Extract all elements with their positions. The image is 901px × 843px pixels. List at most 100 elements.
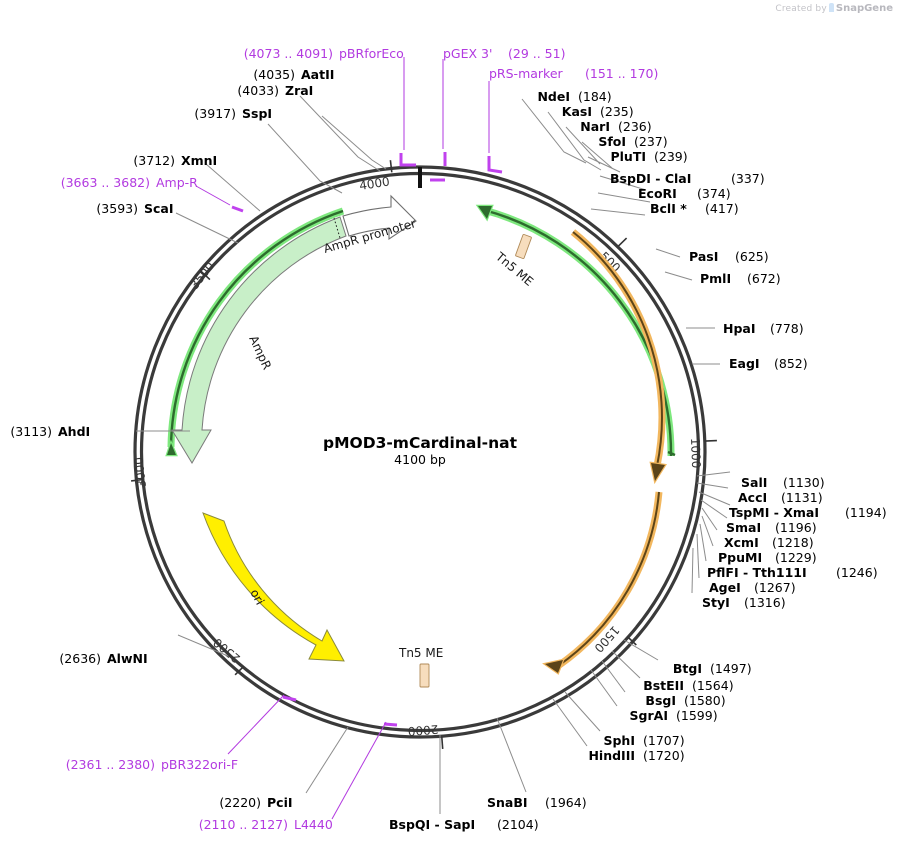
enzyme-label-ahdi: AhdI (58, 424, 90, 439)
enzyme-labels-bottom: (2220) PciI BspQI - SapI (2104) SnaBI (1… (219, 795, 586, 832)
enzyme-label-bspdi-clai: BspDI - ClaI (610, 171, 691, 186)
enzyme-labels-right: BspDI - ClaI (337) EcoRI (374) BclI * (4… (610, 171, 887, 610)
enzyme-labels-top-left: (4035) AatII (4033) ZraI (3917) SspI (37… (96, 67, 334, 216)
primer-label-pgex3: pGEX 3' (443, 46, 492, 61)
enzyme-label-pflfi-tth111i: PflFI - Tth111I (707, 565, 807, 580)
feature-tn5-me-lower: Tn5 ME (398, 646, 443, 688)
enzyme-pos-nari: (236) (618, 119, 652, 134)
enzyme-pos-sfoi: (237) (634, 134, 668, 149)
credit-brand: SnapGene (835, 3, 893, 14)
enzyme-label-sfoi: SfoI (598, 134, 626, 149)
enzyme-labels-bottom-right: BtgI (1497) BstEII (1564) BsgI (1580) Sg… (588, 661, 751, 763)
enzyme-label-bcli: BclI * (650, 201, 687, 216)
primer-label-pbrforeco: pBRforEco (339, 46, 404, 61)
enzyme-pos-pcii: (2220) (219, 795, 261, 810)
primer-label-prs-marker: pRS-marker (489, 66, 564, 81)
enzyme-label-ecori: EcoRI (638, 186, 677, 201)
feature-ampr: AmpR (165, 207, 347, 464)
feature-orange-arc-upper (570, 229, 667, 485)
enzyme-pos-pmli: (672) (747, 271, 781, 286)
feature-label-ori: ori (247, 587, 267, 607)
enzyme-label-xcmi: XcmI (724, 535, 759, 550)
enzyme-label-alwni: AlwNI (107, 651, 148, 666)
enzyme-label-hindiii: HindIII (588, 748, 635, 763)
enzyme-label-ndei: NdeI (537, 89, 570, 104)
enzyme-pos-acci: (1131) (781, 490, 823, 505)
primer-label-pbr322ori-f: pBR322ori-F (161, 757, 238, 772)
enzyme-pos-bcli: (417) (705, 201, 739, 216)
tick-label-1000: 1000 (688, 438, 703, 469)
enzyme-pos-smai: (1196) (775, 520, 817, 535)
enzyme-pos-kasi: (235) (600, 104, 634, 119)
primer-label-l4440: L4440 (294, 817, 333, 832)
feature-label-tn5-me-lower: Tn5 ME (398, 646, 443, 660)
feature-green-arc-right (475, 204, 676, 457)
enzyme-label-zrai: ZraI (285, 83, 313, 98)
enzyme-label-sgrai: SgrAI (630, 708, 668, 723)
enzyme-label-eagi: EagI (729, 356, 760, 371)
enzyme-label-bspqi-sapi: BspQI - SapI (389, 817, 475, 832)
enzyme-label-sspi: SspI (242, 106, 272, 121)
enzyme-label-agei: AgeI (709, 580, 741, 595)
primer-backbone-marks (231, 152, 503, 727)
enzyme-pos-snabi: (1964) (545, 795, 587, 810)
enzyme-label-smai: SmaI (726, 520, 761, 535)
enzyme-pos-btgi: (1497) (710, 661, 752, 676)
enzyme-label-aatii: AatII (301, 67, 334, 82)
enzyme-label-sphi: SphI (603, 733, 635, 748)
enzyme-pos-sphi: (1707) (643, 733, 685, 748)
leader-lines (136, 57, 731, 820)
enzyme-label-tspmi-xmai: TspMI - XmaI (729, 505, 819, 520)
enzyme-label-styi: StyI (702, 595, 730, 610)
enzyme-pos-xcmi: (1218) (772, 535, 814, 550)
enzyme-label-bsgi: BsgI (645, 693, 676, 708)
tick-label-4000: 4000 (358, 174, 390, 193)
feature-label-tn5-me-upper: Tn5 ME (492, 249, 536, 289)
feature-tn5-me-upper: Tn5 ME (492, 233, 536, 289)
enzyme-label-acci: AccI (738, 490, 767, 505)
enzyme-pos-scai: (3593) (96, 201, 138, 216)
feature-orange-arc-lower (542, 491, 663, 675)
feature-label-ampr: AmpR (246, 333, 274, 371)
enzyme-pos-hindiii: (1720) (643, 748, 685, 763)
enzyme-pos-ndei: (184) (578, 89, 612, 104)
enzyme-label-bstеii: BstEII (643, 678, 684, 693)
enzyme-pos-sali: (1130) (783, 475, 825, 490)
enzyme-label-hpai: HpaI (723, 321, 756, 336)
primer-range-pgex3: (29 .. 51) (508, 46, 565, 61)
primer-range-l4440: (2110 .. 2127) (199, 817, 288, 832)
snapgene-logo-icon (828, 3, 834, 12)
enzyme-pos-tspmi-xmai: (1194) (845, 505, 887, 520)
enzyme-label-sali: SalI (741, 475, 767, 490)
primer-label-amp-r: Amp-R (156, 175, 198, 190)
enzyme-pos-bspdi-clai: (337) (731, 171, 765, 186)
enzyme-label-pluti: PluTI (610, 149, 646, 164)
enzyme-pos-bsgi: (1580) (684, 693, 726, 708)
enzyme-label-btgi: BtgI (673, 661, 702, 676)
primer-range-pbrforeco: (4073 .. 4091) (244, 46, 333, 61)
enzyme-pos-pluti: (239) (654, 149, 688, 164)
tick-label-3000: 3000 (132, 456, 149, 488)
plasmid-size-label: 4100 bp (394, 452, 446, 467)
primer-range-amp-r: (3663 .. 3682) (61, 175, 150, 190)
enzyme-pos-styi: (1316) (744, 595, 786, 610)
plasmid-title-block: pMOD3-mCardinal-nat 4100 bp (323, 434, 518, 467)
primer-range-prs-marker: (151 .. 170) (585, 66, 658, 81)
enzyme-label-pmli: PmlI (700, 271, 731, 286)
enzyme-pos-xmni: (3712) (133, 153, 175, 168)
enzyme-labels-left: (3113) AhdI (2636) AlwNI (10, 424, 147, 666)
credit-prefix: Created by (775, 4, 827, 14)
enzyme-pos-sspi: (3917) (194, 106, 236, 121)
enzyme-label-snabi: SnaBI (487, 795, 528, 810)
enzyme-pos-eagi: (852) (774, 356, 808, 371)
enzyme-pos-zrai: (4033) (237, 83, 279, 98)
snapgene-credit: Created by SnapGene (775, 3, 893, 14)
enzyme-label-scai: ScaI (144, 201, 174, 216)
enzyme-pos-pasi: (625) (735, 249, 769, 264)
enzyme-pos-bstеii: (1564) (692, 678, 734, 693)
enzyme-label-pcii: PciI (267, 795, 293, 810)
primer-labels: (4073 .. 4091) pBRforEco pGEX 3' (29 .. … (61, 46, 659, 832)
enzyme-pos-agei: (1267) (754, 580, 796, 595)
